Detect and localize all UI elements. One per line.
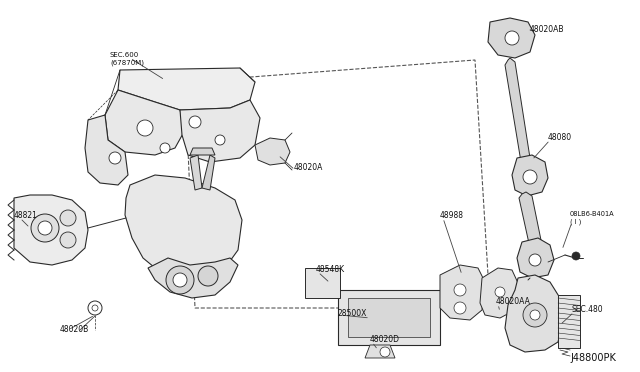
Polygon shape (85, 115, 128, 185)
Circle shape (166, 266, 194, 294)
Polygon shape (105, 90, 185, 155)
Circle shape (454, 302, 466, 314)
Polygon shape (348, 298, 430, 337)
Polygon shape (255, 138, 290, 165)
Circle shape (530, 310, 540, 320)
Polygon shape (512, 155, 548, 196)
Circle shape (505, 31, 519, 45)
Text: 48988: 48988 (440, 211, 464, 219)
Circle shape (529, 254, 541, 266)
Text: 48020A: 48020A (294, 164, 323, 173)
Text: 48821: 48821 (14, 211, 38, 219)
Circle shape (160, 143, 170, 153)
Polygon shape (519, 192, 542, 248)
Circle shape (173, 273, 187, 287)
Circle shape (215, 135, 225, 145)
Polygon shape (148, 258, 238, 298)
Polygon shape (558, 295, 580, 348)
Polygon shape (480, 268, 518, 318)
Polygon shape (118, 68, 255, 110)
Circle shape (137, 120, 153, 136)
Circle shape (31, 214, 59, 242)
Text: 48020AB: 48020AB (530, 26, 564, 35)
Circle shape (495, 287, 505, 297)
Text: SEC.480: SEC.480 (572, 305, 604, 314)
Circle shape (454, 284, 466, 296)
Text: J48800PK: J48800PK (570, 353, 616, 363)
Polygon shape (180, 100, 260, 162)
Polygon shape (125, 175, 242, 280)
Text: 48020B: 48020B (60, 326, 89, 334)
Polygon shape (305, 268, 340, 298)
Text: 48548K: 48548K (316, 266, 345, 275)
Polygon shape (190, 148, 215, 155)
Polygon shape (365, 345, 395, 358)
Polygon shape (517, 238, 554, 278)
Text: 28500X: 28500X (338, 308, 367, 317)
Text: 48020D: 48020D (370, 336, 400, 344)
Circle shape (88, 301, 102, 315)
Circle shape (109, 152, 121, 164)
Polygon shape (338, 290, 440, 345)
Polygon shape (14, 195, 88, 265)
Circle shape (572, 252, 580, 260)
Polygon shape (488, 18, 535, 58)
Circle shape (60, 232, 76, 248)
Polygon shape (190, 155, 202, 190)
Circle shape (380, 347, 390, 357)
Text: 48020AA: 48020AA (496, 298, 531, 307)
Text: SEC.600
(67870M): SEC.600 (67870M) (110, 52, 144, 65)
Polygon shape (505, 58, 530, 162)
Polygon shape (505, 275, 562, 352)
Text: 48080: 48080 (548, 134, 572, 142)
Circle shape (38, 221, 52, 235)
Text: 08LB6-B401A
( I ): 08LB6-B401A ( I ) (570, 211, 614, 225)
Circle shape (60, 210, 76, 226)
Polygon shape (202, 155, 215, 190)
Circle shape (523, 303, 547, 327)
Circle shape (189, 116, 201, 128)
Circle shape (92, 305, 98, 311)
Polygon shape (440, 265, 485, 320)
Circle shape (523, 170, 537, 184)
Circle shape (198, 266, 218, 286)
